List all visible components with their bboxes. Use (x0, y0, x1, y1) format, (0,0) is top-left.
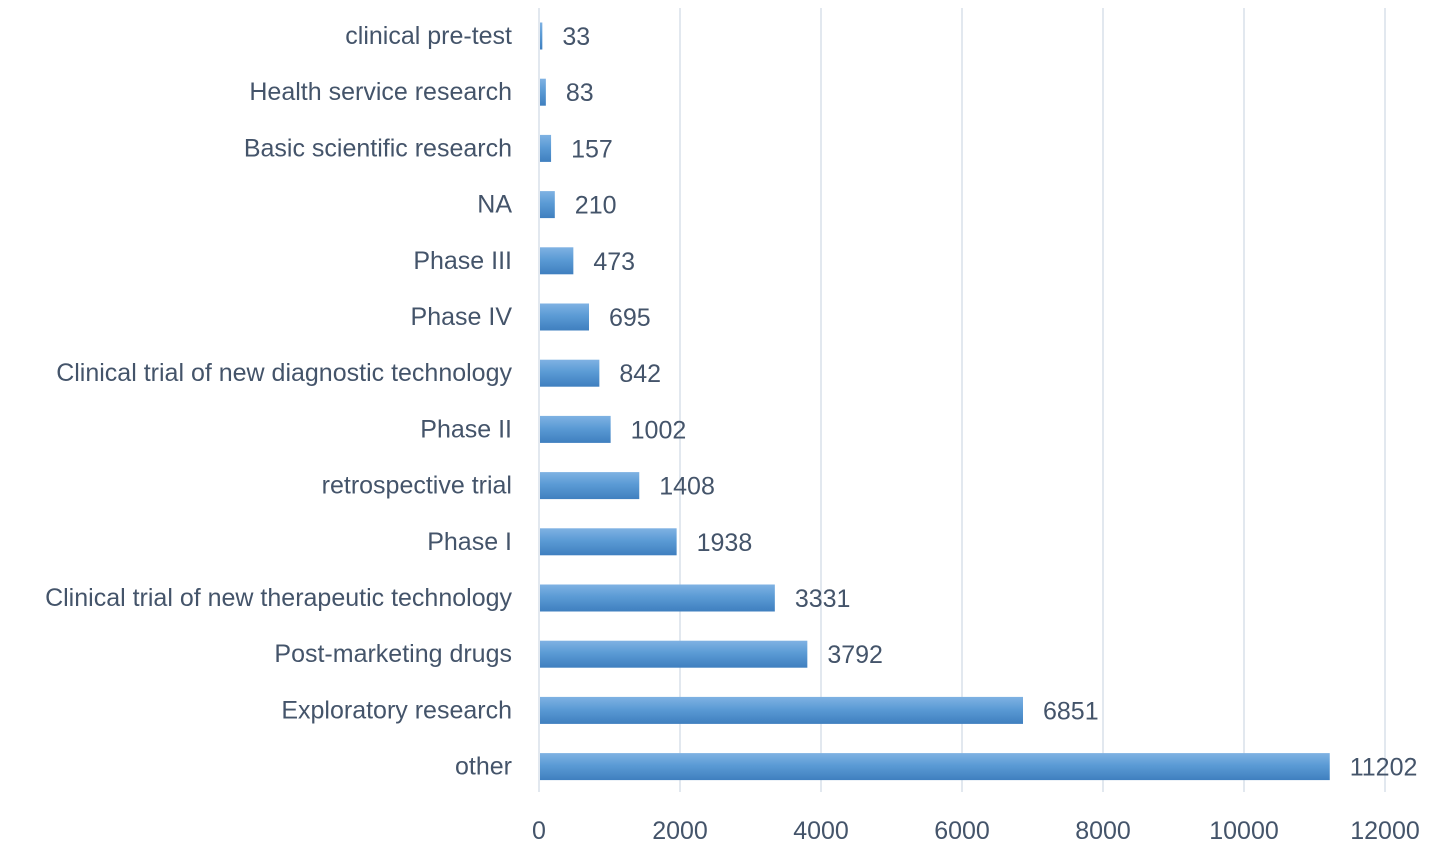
data-label: 157 (571, 135, 613, 163)
data-label: 3792 (827, 641, 883, 669)
category-label: Health service research (249, 78, 512, 106)
x-tick-label: 12000 (1350, 817, 1420, 845)
x-tick-label: 4000 (793, 817, 849, 845)
x-tick-label: 10000 (1209, 817, 1279, 845)
bar (540, 528, 677, 556)
x-tick-label: 6000 (934, 817, 990, 845)
bar (540, 584, 775, 612)
data-label: 1408 (659, 473, 715, 501)
bar (540, 472, 640, 500)
data-label: 473 (593, 248, 635, 276)
x-tick-label: 8000 (1075, 817, 1131, 845)
bars (540, 22, 1330, 781)
bar (540, 640, 808, 668)
bar (540, 78, 546, 106)
category-label: clinical pre-test (345, 22, 512, 50)
bar (540, 696, 1023, 724)
category-label: Exploratory research (281, 696, 512, 724)
category-label: Phase I (427, 528, 512, 556)
x-tick-label: 0 (532, 817, 546, 845)
data-label: 83 (566, 79, 594, 107)
category-label: NA (477, 191, 512, 219)
bar (540, 303, 589, 331)
bar (540, 191, 555, 219)
data-label: 6851 (1043, 697, 1099, 725)
x-tick-label: 2000 (652, 817, 708, 845)
data-label: 1002 (631, 416, 687, 444)
category-label: Clinical trial of new therapeutic techno… (45, 584, 512, 612)
bar (540, 134, 552, 162)
labels: 0 2000 4000 6000 8000 10000 12000 clinical pre-… (45, 22, 1420, 845)
data-label: 1938 (697, 529, 753, 557)
data-label: 33 (562, 23, 590, 51)
category-label: Post-marketing drugs (274, 640, 512, 668)
data-label: 695 (609, 304, 651, 332)
category-label: retrospective trial (322, 472, 512, 500)
data-label: 11202 (1350, 754, 1418, 782)
data-label: 842 (619, 360, 661, 388)
category-label: Clinical trial of new diagnostic technol… (56, 359, 512, 387)
bar (540, 247, 574, 275)
bar (540, 415, 611, 443)
data-label: 210 (575, 192, 617, 220)
bar (540, 753, 1330, 781)
category-label: Phase II (420, 415, 512, 443)
data-label: 3331 (795, 585, 851, 613)
category-label: Phase IV (411, 303, 513, 331)
category-label: Phase III (413, 247, 512, 275)
bar (540, 359, 600, 387)
category-label: other (455, 753, 512, 781)
category-label: Basic scientific research (244, 134, 512, 162)
bar (540, 22, 543, 50)
gridlines (538, 8, 1386, 792)
